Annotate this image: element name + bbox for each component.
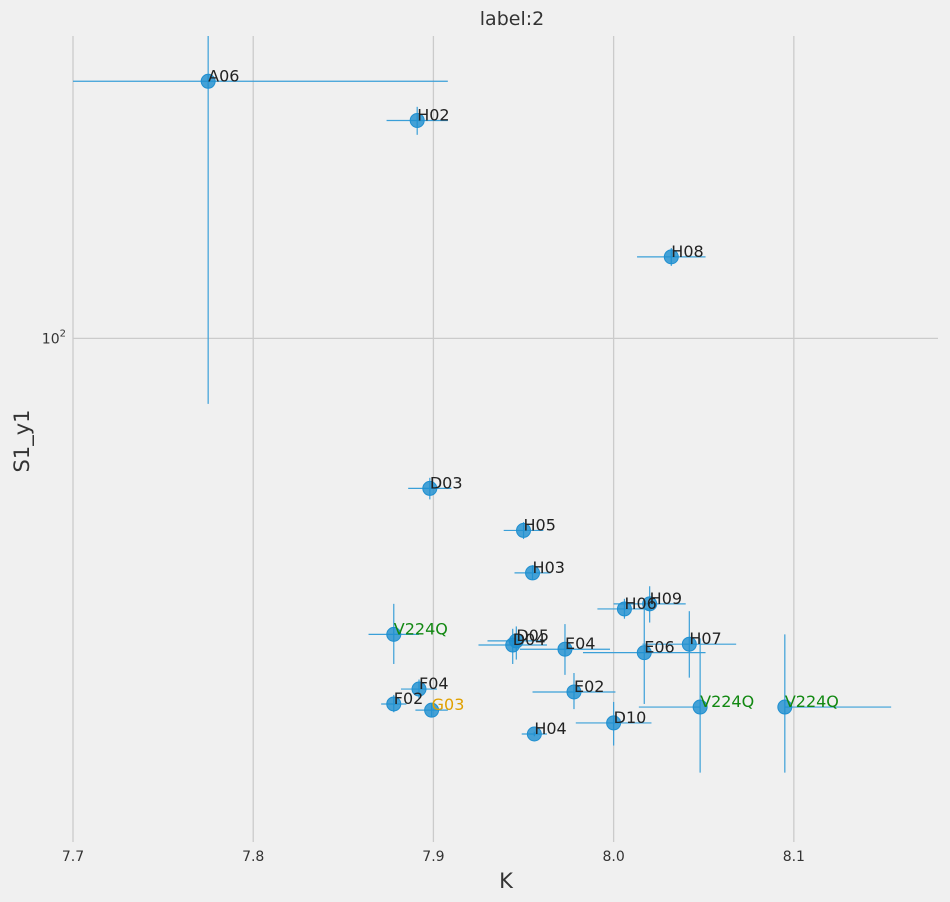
- data-points: [200, 73, 793, 742]
- point-label: D04: [513, 630, 546, 649]
- data-point: [777, 699, 793, 715]
- point-label: V224Q: [785, 692, 839, 711]
- data-point: [505, 637, 521, 653]
- point-label: E06: [644, 638, 674, 657]
- point-label: G03: [432, 695, 465, 714]
- point-label: H07: [689, 629, 721, 648]
- data-point: [566, 684, 582, 700]
- x-tick-label: 7.9: [422, 849, 444, 865]
- point-label: D03: [430, 473, 463, 492]
- data-point: [636, 645, 652, 661]
- point-label: H03: [533, 558, 565, 577]
- point-label: H09: [650, 589, 682, 608]
- point-label: H04: [534, 719, 566, 738]
- data-point: [525, 565, 541, 581]
- point-label: D10: [614, 708, 647, 727]
- point-label: V224Q: [394, 619, 448, 638]
- point-label: E04: [565, 634, 595, 653]
- data-point: [424, 702, 440, 718]
- y-tick-labels: 102: [42, 328, 66, 347]
- point-label: D05: [516, 626, 549, 645]
- x-axis-label: K: [499, 869, 514, 893]
- data-point: [642, 596, 658, 612]
- data-point: [411, 681, 427, 697]
- x-tick-label: 7.7: [62, 849, 84, 865]
- x-tick-labels: 7.7 7.8 7.9 8.0 8.1: [62, 849, 805, 865]
- point-label: F02: [394, 689, 424, 708]
- point-label: H05: [524, 515, 556, 534]
- chart-title: label:2: [480, 8, 544, 30]
- x-tick-label: 7.8: [242, 849, 264, 865]
- data-point: [516, 522, 532, 538]
- data-point: [422, 480, 438, 496]
- y-tick-label: 102: [42, 328, 66, 347]
- data-point: [386, 626, 402, 642]
- x-tick-label: 8.0: [602, 849, 624, 865]
- data-point: [557, 641, 573, 657]
- point-label: F04: [419, 674, 449, 693]
- data-point: [526, 726, 542, 742]
- point-label: V224Q: [700, 692, 754, 711]
- data-point: [386, 696, 402, 712]
- y-axis-label: S1_y1: [10, 410, 35, 473]
- data-point: [681, 636, 697, 652]
- data-point: [606, 715, 622, 731]
- data-point: [616, 601, 632, 617]
- data-point: [692, 699, 708, 715]
- point-label: H06: [624, 594, 656, 613]
- data-point: [663, 249, 679, 265]
- grid-lines: [72, 36, 938, 842]
- point-label: E02: [574, 677, 604, 696]
- point-label: H02: [417, 105, 449, 124]
- data-point: [200, 73, 216, 89]
- point-label: H08: [671, 242, 703, 261]
- data-point: [409, 112, 425, 128]
- x-tick-label: 8.1: [783, 849, 805, 865]
- point-label: A06: [208, 66, 239, 85]
